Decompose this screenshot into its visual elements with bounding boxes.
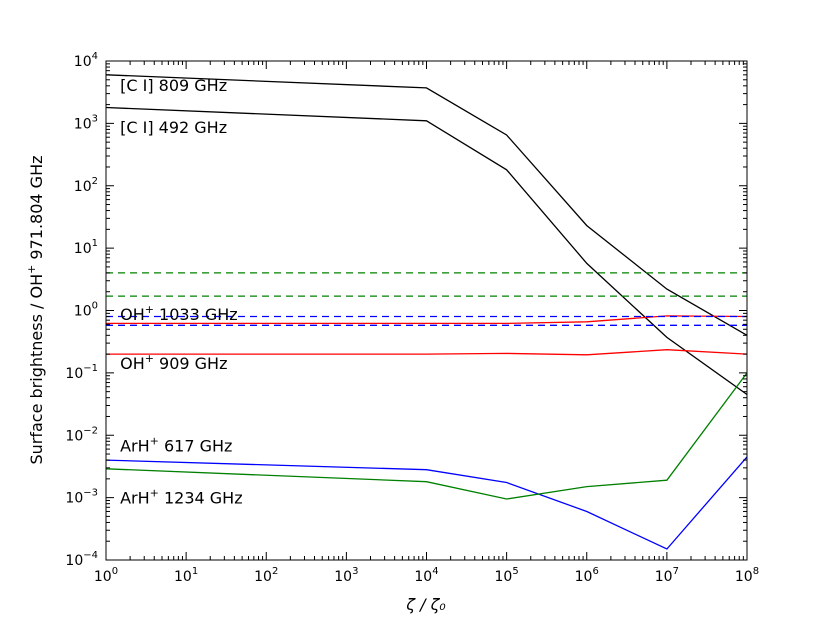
x-tick-label: 104	[414, 566, 438, 585]
y-tick-label: 10−2	[65, 425, 98, 444]
series-line-1	[105, 106, 748, 396]
x-axis-title: ζ / ζ₀	[405, 595, 446, 614]
x-tick-label: 102	[254, 566, 278, 585]
axis-ticks: 100 101 102 103 104 105 106 107 108 10−4 10−3 10−2 1…	[65, 51, 759, 585]
annotation-arh-617: ArH+ 617 GHz	[120, 434, 232, 455]
y-tick-label: 101	[74, 238, 98, 257]
y-tick-label: 104	[74, 51, 98, 70]
plot-area	[105, 74, 748, 550]
annotation-c1-809: [C I] 809 GHz	[120, 76, 227, 95]
series-line-2	[106, 315, 748, 325]
y-tick-label: 102	[74, 176, 98, 195]
x-tick-label: 107	[655, 566, 679, 585]
series-line-4	[105, 456, 748, 550]
axes-frame	[105, 60, 748, 561]
x-tick-label: 101	[174, 566, 198, 585]
annotation-oh-909: OH+ 909 GHz	[120, 352, 227, 373]
series-line-5	[105, 372, 748, 500]
y-tick-label: 10−1	[65, 363, 98, 382]
y-axis-title: Surface brightness / OH+ 971.804 GHz	[25, 155, 46, 464]
x-tick-label: 105	[495, 566, 519, 585]
x-tick-label: 108	[735, 566, 759, 585]
annotation-c1-492: [C I] 492 GHz	[120, 118, 227, 137]
series-line-3	[106, 349, 748, 356]
annotation-arh-1234: ArH+ 1234 GHz	[120, 487, 243, 508]
annotations: [C I] 809 GHz [C I] 492 GHz OH+ 1033 GHz OH…	[120, 76, 243, 508]
x-tick-label: 100	[94, 566, 118, 585]
annotation-oh-1033: OH+ 1033 GHz	[120, 303, 238, 324]
y-tick-label: 10−3	[65, 488, 98, 507]
y-tick-label: 100	[74, 301, 98, 320]
y-tick-label: 103	[74, 113, 98, 132]
x-tick-label: 106	[575, 566, 599, 585]
y-tick-label: 10−4	[65, 550, 98, 569]
x-tick-label: 103	[334, 566, 358, 585]
series-line-0	[105, 74, 748, 336]
